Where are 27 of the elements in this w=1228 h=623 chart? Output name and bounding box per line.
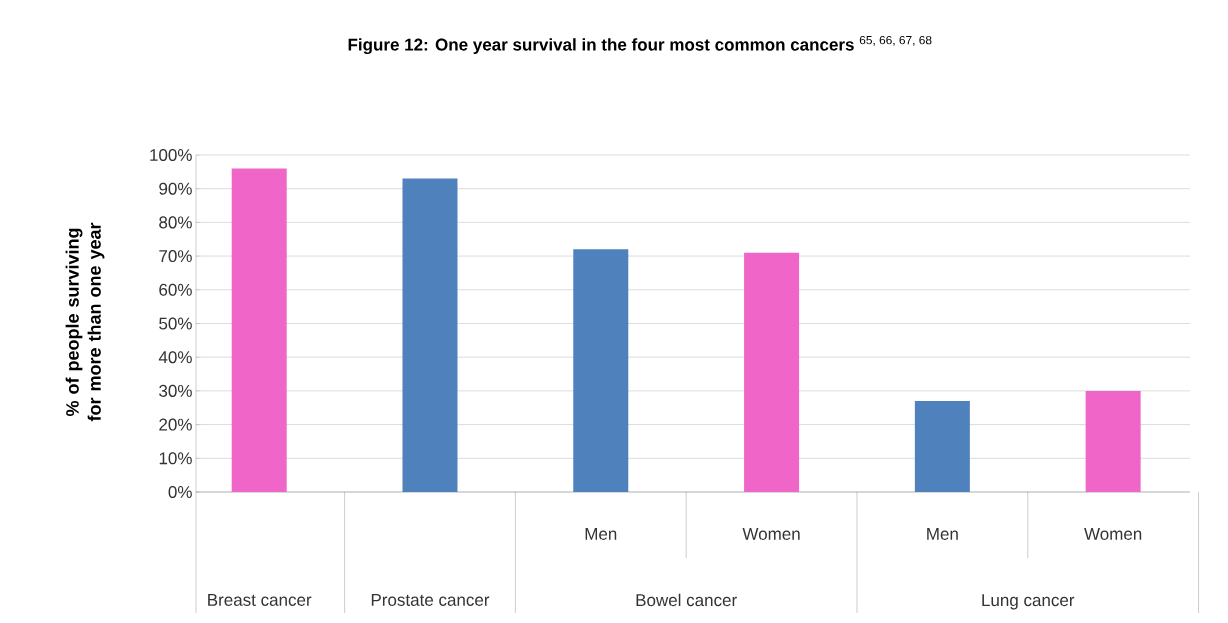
y-axis-title: % of people surviving for more than one year: [65, 222, 105, 422]
text: Breast cancer: [208, 594, 312, 606]
x-tick-label: Men: [585, 528, 617, 540]
y-tick-label: 60%: [159, 283, 192, 296]
text: Bowel cancer: [636, 593, 737, 607]
text: Lung cancer: [982, 594, 1075, 610]
bar: [744, 252, 800, 492]
y-tick-label: 20%: [159, 418, 192, 431]
x-tick-label: Men: [927, 528, 958, 540]
y-tick-label: 0%: [168, 485, 192, 499]
x-tick-label: Women: [742, 528, 800, 540]
y-tick-label: 50%: [159, 317, 192, 330]
bar: [914, 401, 970, 492]
bar: [1085, 390, 1141, 492]
bar: [231, 168, 287, 492]
y-tick-label: 10%: [159, 452, 192, 465]
y-tick-label: 70%: [159, 250, 192, 263]
x-tick-label: Women: [1084, 528, 1142, 540]
y-tick-label: 30%: [159, 384, 192, 397]
text: Prostate cancer: [371, 594, 490, 606]
bar: [573, 249, 629, 492]
chart-title: Figure 12: One year survival in the four most common cancers $^{65, 66, 67, 68}$: [348, 35, 932, 55]
bar: [402, 178, 458, 492]
y-tick-label: 100%: [150, 148, 192, 162]
y-tick-label: 90%: [159, 182, 192, 195]
y-tick-label: 80%: [159, 216, 192, 229]
y-tick-label: 40%: [158, 351, 192, 364]
